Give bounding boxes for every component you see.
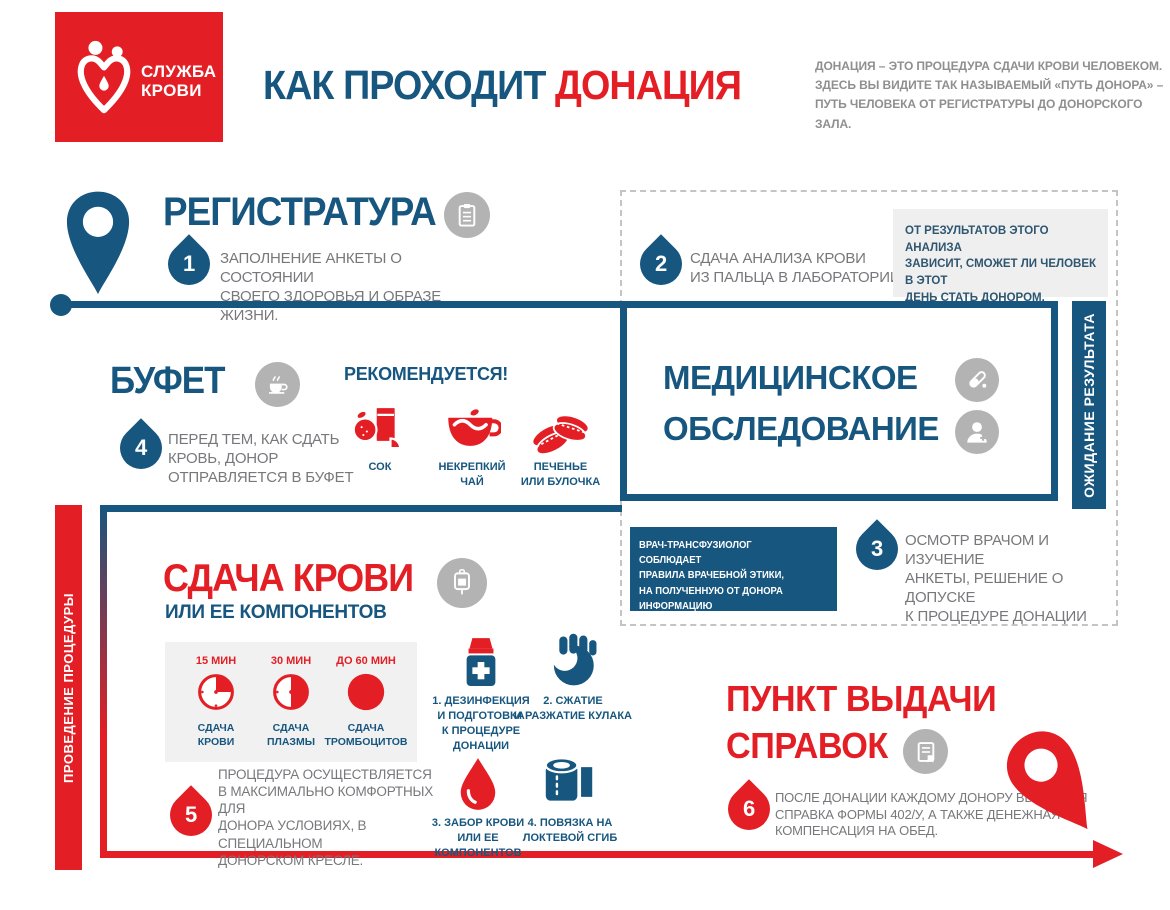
doctor-icon [955,410,999,454]
duration-time: 30 МИН [270,655,312,667]
path-arrow-line [100,851,1095,858]
procedure-sidebar-label: ПРОВЕДЕНИЕ ПРОЦЕДУРЫ [61,592,76,783]
buffet-item-label: ПЕЧЕНЬЕ ИЛИ БУЛОЧКА [520,461,601,488]
step-6-badge: 6 [719,779,779,839]
location-pin-red-icon [981,707,1127,860]
path-arrow-head [1093,840,1123,868]
waiting-result-label: ОЖИДАНИЕ РЕЗУЛЬТАТА [1081,312,1097,498]
page-title-part-blue: КАК ПРОХОДИТ [263,62,556,108]
location-pin-blue-icon [56,186,140,298]
ethics-note-box: ВРАЧ-ТРАНСФУЗИОЛОГ СОБЛЮДАЕТ ПРАВИЛА ВРА… [630,527,837,642]
analysis-note-text: ОТ РЕЗУЛЬТАТОВ ЭТОГО АНАЛИЗА ЗАВИСИТ, СМ… [905,225,1097,304]
donation-title: СДАЧА КРОВИ [163,557,414,600]
test-tube-icon [955,358,999,402]
path-line-procedure-top [100,505,622,512]
step-4-badge: 4 [111,418,171,478]
step-1-badge: 1 [159,234,219,294]
duration-time: ДО 60 МИН [336,655,396,667]
buffet-item-label: СОК [368,461,392,473]
procedure-step-label: 2. СЖАТИЕ И РАЗЖАТИЕ КУЛАКА [514,695,632,722]
step-5-badge: 5 [161,785,221,845]
recommended-label: РЕКОМЕНДУЕТСЯ! [344,364,508,384]
duration-label: СДАЧА КРОВИ [197,722,235,749]
blood-service-logo: СЛУЖБА КРОВИ [55,12,223,142]
juice-icon [352,400,408,456]
coffee-cup-icon [255,362,300,407]
step-5-text: ПРОЦЕДУРА ОСУЩЕСТВЛЯЕТСЯ В МАКСИМАЛЬНО К… [218,767,434,868]
step-2-text: СДАЧА АНАЛИЗА КРОВИ ИЗ ПАЛЬЦА В ЛАБОРАТО… [690,250,901,287]
certificate-icon [903,729,948,774]
duration-time: 15 МИН [195,655,237,667]
path-line-top [60,301,622,308]
step-1-number: 1 [182,251,196,276]
bandage-icon [540,756,598,808]
clipboard-icon [444,192,490,238]
logo-heart-icon [69,38,139,120]
step-6-number: 6 [742,796,756,821]
analysis-note-box: ОТ РЕЗУЛЬТАТОВ ЭТОГО АНАЛИЗА ЗАВИСИТ, СМ… [893,209,1108,304]
tea-icon [443,405,501,455]
logo-text: СЛУЖБА КРОВИ [141,62,217,101]
disinfect-bottle-icon [458,636,504,690]
fist-icon [543,631,601,689]
step-1-text: ЗАПОЛНЕНИЕ АНКЕТЫ О СОСТОЯНИИ СВОЕГО ЗДО… [220,250,442,325]
step-5-number: 5 [184,802,198,827]
blood-bag-icon [437,558,487,608]
duration-label: СДАЧА ТРОМБОЦИТОВ [324,722,408,749]
procedure-step-label: 3. ЗАБОР КРОВИ ИЛИ ЕЕ КОМПОНЕНТОВ [431,817,525,859]
buffet-item-label: НЕКРЕПКИЙ ЧАЙ [438,461,506,488]
clock-quarter-icon [196,672,236,712]
donation-subtitle: ИЛИ ЕЕ КОМПОНЕНТОВ [165,602,387,623]
cookie-icon [528,406,592,458]
clock-full-icon [346,672,386,712]
step-4-number: 4 [134,435,148,460]
intro-text: ДОНАЦИЯ – ЭТО ПРОЦЕДУРА СДАЧИ КРОВИ ЧЕЛО… [815,59,1164,131]
blood-drop-icon [455,756,501,812]
procedure-step-label: 4. ПОВЯЗКА НА ЛОКТЕВОЙ СГИБ [522,817,618,844]
step-3-text: ОСМОТР ВРАЧОМ И ИЗУЧЕНИЕ АНКЕТЫ, РЕШЕНИЕ… [905,532,1087,626]
medical-box [620,301,1058,501]
buffet-title: БУФЕТ [110,360,226,402]
medical-title: МЕДИЦИНСКОЕ ОБСЛЕДОВАНИЕ [663,359,939,448]
duration-blood: 15 МИН СДАЧА КРОВИ [174,655,258,749]
registration-title: РЕГИСТРАТУРА [163,190,437,234]
duration-label: СДАЧА ПЛАЗМЫ [266,722,316,749]
page-title-part-red: ДОНАЦИЯ [555,62,742,108]
clock-half-icon [271,672,311,712]
procedure-sidebar-bar: ПРОВЕДЕНИЕ ПРОЦЕДУРЫ [55,505,82,870]
step-6-text: ПОСЛЕ ДОНАЦИИ КАЖДОМУ ДОНОРУ ВЫДАЕТСЯ СП… [775,790,1087,838]
certificates-title: ПУНКТ ВЫДАЧИ СПРАВОК [726,678,997,766]
ethics-note-text: ВРАЧ-ТРАНСФУЗИОЛОГ СОБЛЮДАЕТ ПРАВИЛА ВРА… [639,539,804,643]
step-2-number: 2 [654,251,668,276]
page-title: КАК ПРОХОДИТ ДОНАЦИЯ [263,62,742,109]
duration-platelets: ДО 60 МИН СДАЧА ТРОМБОЦИТОВ [324,655,408,749]
duration-plasma: 30 МИН СДАЧА ПЛАЗМЫ [249,655,333,749]
step-3-number: 3 [870,536,884,561]
waiting-result-bar: ОЖИДАНИЕ РЕЗУЛЬТАТА [1072,301,1106,509]
path-line-procedure-left [100,505,107,858]
step-4-text: ПЕРЕД ТЕМ, КАК СДАТЬ КРОВЬ, ДОНОР ОТПРАВ… [168,431,354,487]
procedure-step-label: 1. ДЕЗИНФЕКЦИЯ И ПОДГОТОВКА К ПРОЦЕДУРЕ … [432,695,530,752]
